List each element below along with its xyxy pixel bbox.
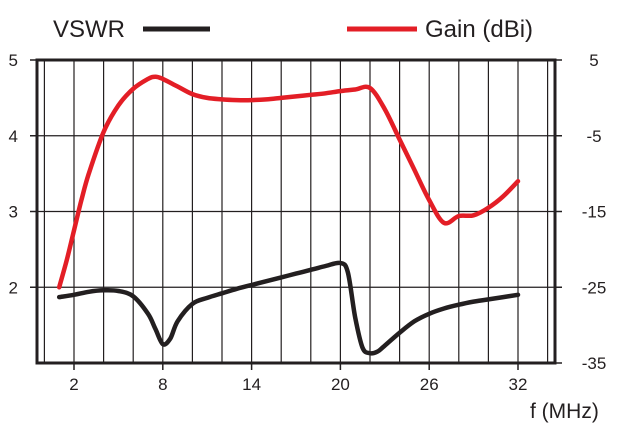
- legend-label-vswr: VSWR: [53, 16, 125, 43]
- y-right-tick-label: -25: [582, 278, 607, 297]
- x-tick-label: 2: [69, 375, 78, 394]
- x-tick-label: 14: [242, 375, 261, 394]
- y-left-tick-label: 2: [9, 278, 18, 297]
- y-left-tick-label: 4: [9, 127, 18, 146]
- x-tick-label: 20: [331, 375, 350, 394]
- x-axis-label: f (MHz): [530, 400, 599, 423]
- series-line-gain: [56, 74, 521, 290]
- legend-label-gain: Gain (dBi): [425, 16, 533, 43]
- y-left-tick-label: 5: [9, 51, 18, 70]
- legend: VSWR Gain (dBi): [53, 16, 533, 43]
- y-right-tick-label: -35: [582, 354, 607, 373]
- series-line-vswr: [56, 260, 521, 356]
- y-left-tick-label: 3: [9, 203, 18, 222]
- x-tick-label: 26: [420, 375, 439, 394]
- y-right-tick-label: 5: [589, 51, 598, 70]
- x-tick-label: 8: [158, 375, 167, 394]
- y-right-tick-label: -15: [582, 203, 607, 222]
- y-right-tick-label: -5: [586, 127, 601, 146]
- x-tick-label: 32: [509, 375, 528, 394]
- series-lines: [56, 74, 521, 356]
